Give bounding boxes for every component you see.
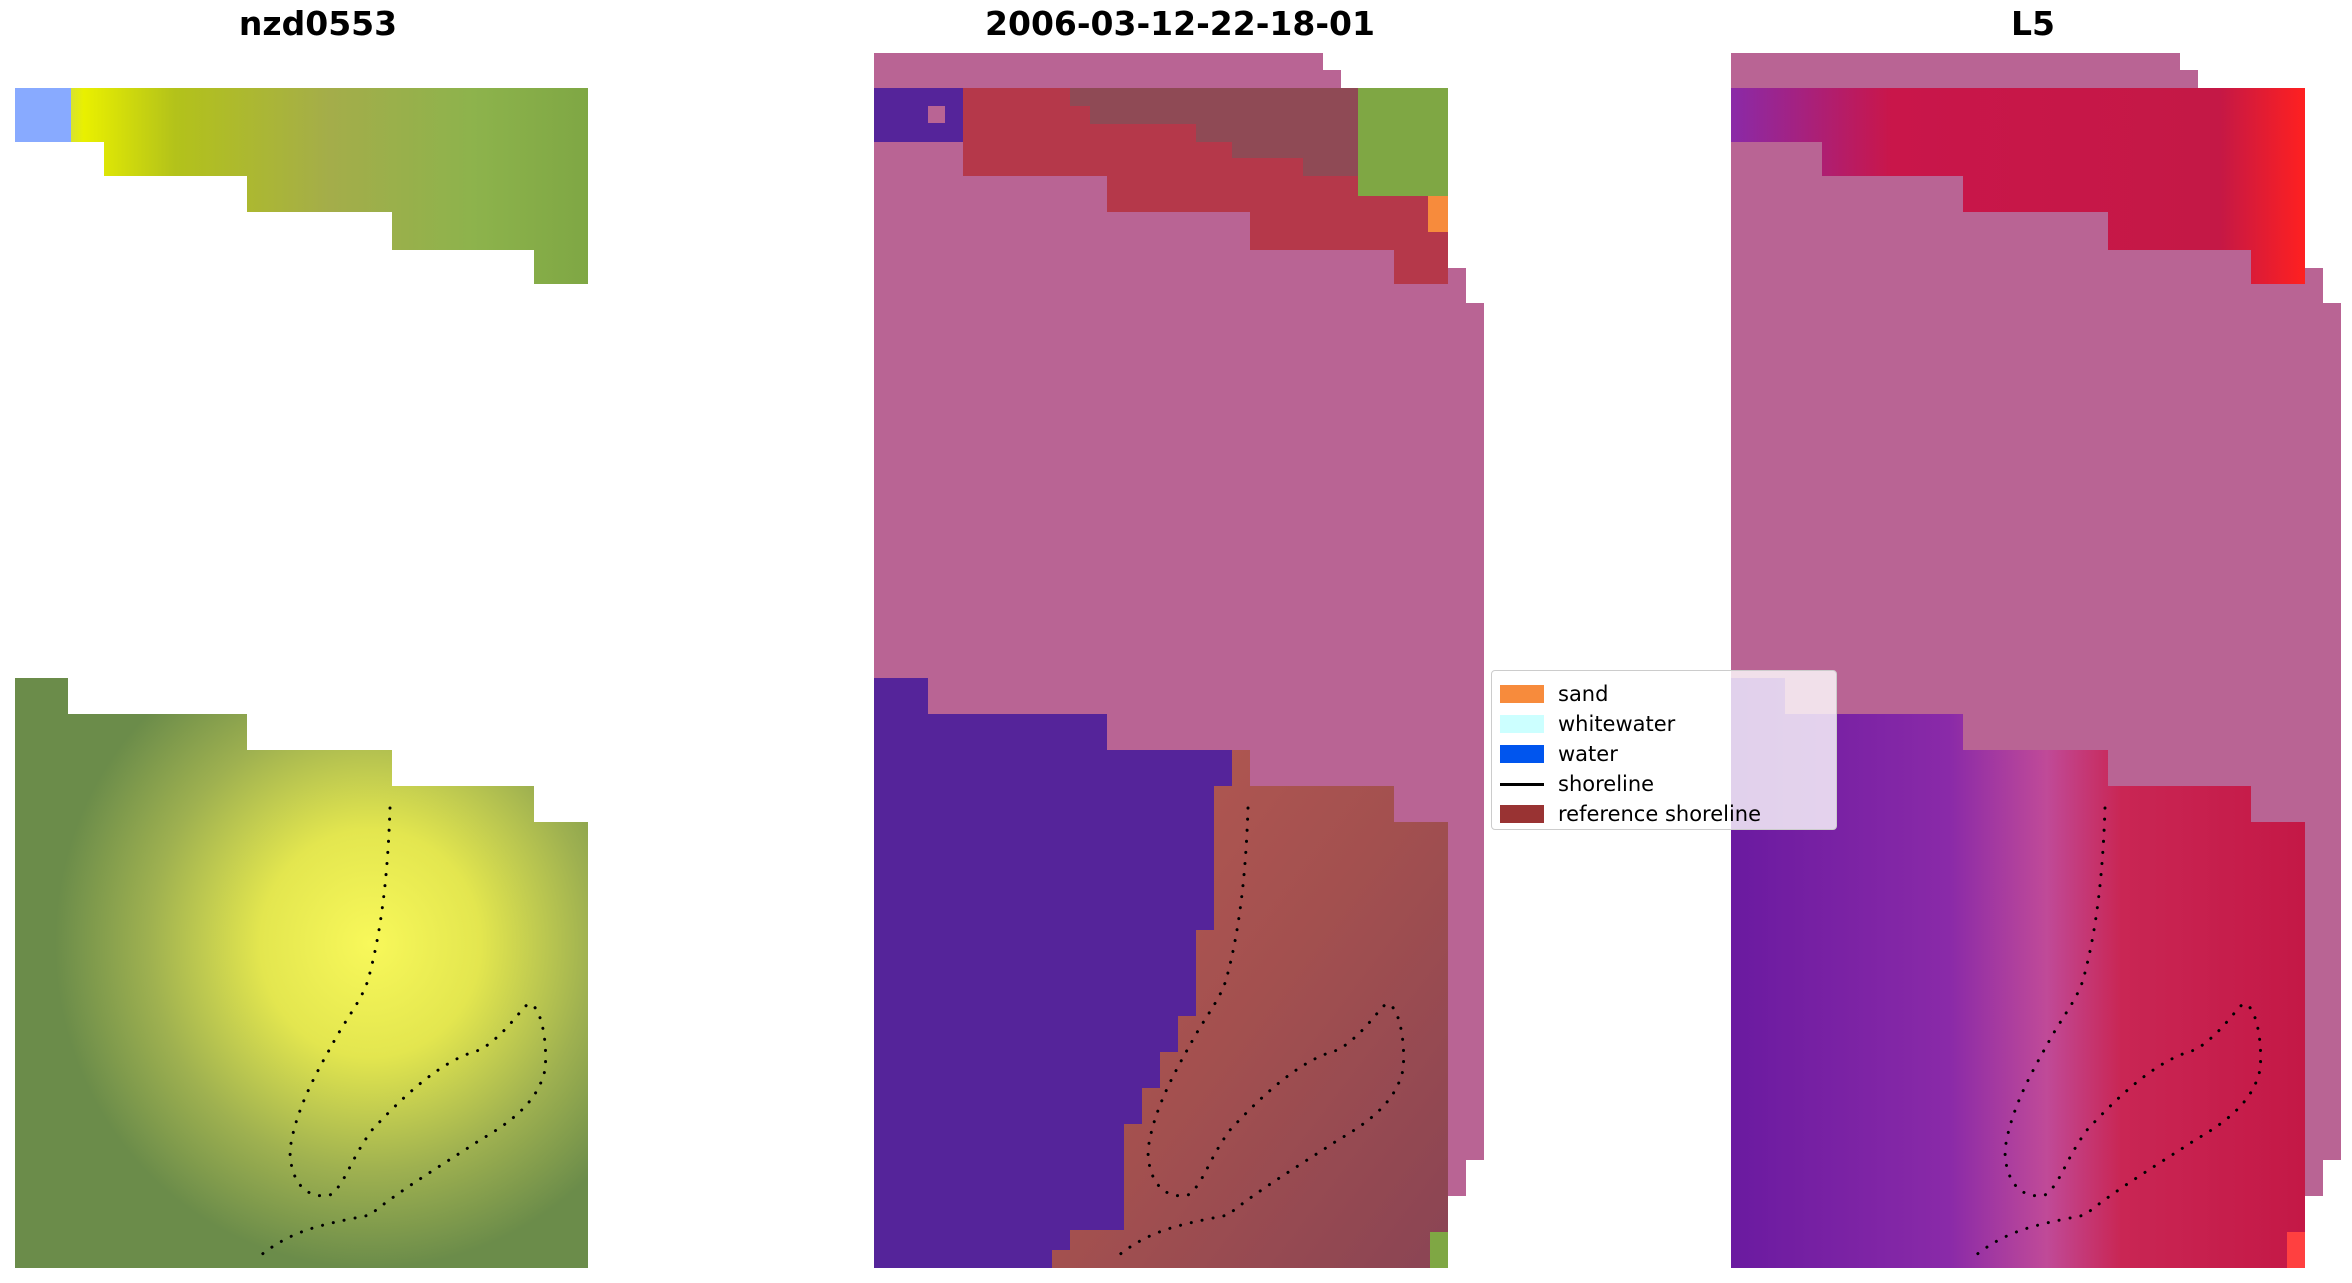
rgb-top-region (15, 88, 588, 284)
class-water-top (874, 88, 963, 142)
legend-swatch-whitewater (1500, 715, 1544, 733)
panel-title-index: L5 (2011, 4, 2055, 43)
index-image (1731, 53, 2341, 1268)
legend-item-sand: sand (1500, 679, 1608, 709)
shoreline-dots (253, 806, 2263, 1262)
class-water-top-dot (928, 106, 945, 123)
legend-item-shoreline: shoreline (1500, 769, 1654, 799)
legend-label-water: water (1558, 742, 1618, 766)
legend-label-shoreline: shoreline (1558, 772, 1655, 796)
class-water-bottom (874, 678, 1232, 1268)
rgb-blue-corner (15, 88, 71, 142)
panel-title-rgb: nzd0553 (238, 4, 398, 43)
legend-swatch-water (1500, 745, 1544, 763)
panel-title-classification: 2006-03-12-22-18-01 (985, 4, 1375, 43)
class-brown-top (1070, 88, 1394, 196)
legend-item-water: water (1500, 739, 1618, 769)
shoreline-rgb (253, 806, 548, 1262)
class-green-top (1358, 88, 1448, 196)
index-top-region (1731, 88, 2305, 284)
rgb-bottom-region (15, 678, 588, 1268)
legend: sand whitewater water shoreline referenc… (1491, 670, 1837, 830)
class-green-corner (1430, 1232, 1448, 1268)
index-bottom-region (1731, 678, 2305, 1268)
shoreline-index (1968, 806, 2263, 1262)
legend-item-reference-shoreline: reference shoreline (1500, 799, 1761, 829)
legend-label-sand: sand (1558, 682, 1609, 706)
legend-label-reference-shoreline: reference shoreline (1558, 802, 1762, 826)
legend-item-whitewater: whitewater (1500, 709, 1675, 739)
class-sand-patch (1428, 196, 1448, 232)
legend-swatch-sand (1500, 685, 1544, 703)
rgb-image (15, 88, 588, 1268)
index-red-corner (2287, 1232, 2305, 1268)
class-brown-bottom (1052, 750, 1448, 1268)
legend-line-shoreline (1500, 782, 1544, 786)
classification-image (874, 53, 1484, 1268)
legend-swatch-reference-shoreline (1500, 805, 1544, 823)
shoreline-classification (1111, 806, 1406, 1262)
legend-label-whitewater: whitewater (1558, 712, 1676, 736)
